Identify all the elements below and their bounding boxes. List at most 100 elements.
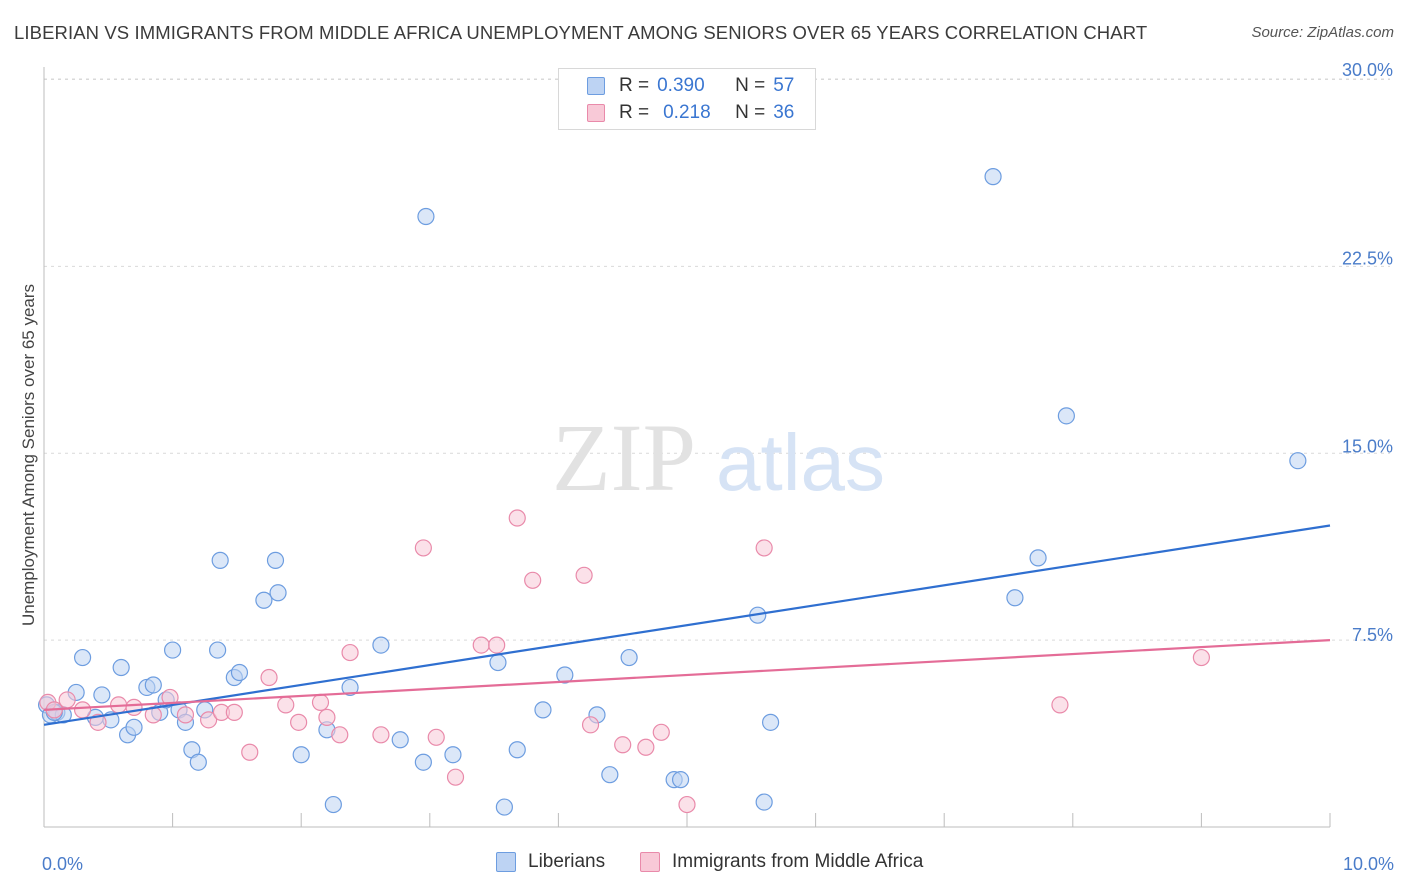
immigrants-point <box>472 636 490 654</box>
immigrants-point <box>176 706 195 724</box>
immigrants-point <box>524 571 542 589</box>
liberians-n-value: 57 <box>773 75 795 96</box>
source-label: Source: ZipAtlas.com <box>1251 24 1394 41</box>
immigrants-point <box>260 668 278 687</box>
liberians-point <box>755 793 773 811</box>
y-axis-label: Unemployment Among Seniors over 65 years <box>19 284 38 626</box>
immigrants-point <box>446 768 465 786</box>
legend-row-liberians: R = 0.390 N = 57 <box>587 74 794 98</box>
immigrants-point <box>372 726 390 744</box>
immigrants-point <box>341 643 359 662</box>
x-tick-label: 10.0% <box>1343 854 1394 874</box>
immigrants-point <box>318 708 336 726</box>
immigrants-r-value: 0.218 <box>663 102 711 123</box>
immigrants-point <box>277 696 295 714</box>
immigrants-legend-label: Immigrants from Middle Africa <box>672 851 924 872</box>
liberians-point <box>391 731 409 749</box>
immigrants-point <box>652 723 670 741</box>
liberians-point <box>144 676 162 694</box>
liberians-point <box>1289 452 1307 470</box>
immigrants-point <box>678 795 696 814</box>
immigrants-point <box>508 509 526 527</box>
legend-item-liberians[interactable]: Liberians <box>496 851 605 873</box>
liberians-point <box>209 641 227 659</box>
tick-labels: 7.5% 15.0% 22.5% 30.0% 0.0% 10.0% <box>42 60 1394 874</box>
immigrants-point <box>1051 696 1069 714</box>
watermark: ZIP atlas <box>552 404 885 511</box>
y-tick-label: 7.5% <box>1352 625 1393 645</box>
liberians-point <box>620 648 638 667</box>
liberians-point <box>1057 407 1075 425</box>
immigrants-point <box>58 691 76 709</box>
immigrants-trend-line <box>43 639 1331 711</box>
immigrants-point <box>614 736 632 754</box>
liberians-point <box>269 584 287 602</box>
liberians-point <box>230 663 249 682</box>
liberians-trend-line <box>43 524 1331 726</box>
liberians-point <box>1029 549 1047 567</box>
liberians-point <box>495 798 513 816</box>
r-label: R = <box>619 75 650 96</box>
immigrants-swatch <box>587 104 605 122</box>
liberians-legend-swatch <box>496 852 516 872</box>
liberians-point <box>73 648 92 667</box>
immigrants-point <box>1192 648 1211 667</box>
liberians-point <box>984 168 1002 186</box>
liberians-point <box>164 641 182 659</box>
liberians-point <box>255 591 273 609</box>
liberians-point <box>93 686 111 704</box>
y-tick-label: 30.0% <box>1342 60 1393 80</box>
liberians-r-value: 0.390 <box>657 75 705 96</box>
n-label: N = <box>735 75 766 96</box>
watermark-zip: ZIP <box>552 404 696 511</box>
liberians-point <box>761 713 780 731</box>
liberians-point <box>211 551 229 569</box>
trend-lines <box>43 524 1331 726</box>
immigrants-point <box>755 539 773 557</box>
immigrants-point <box>637 738 655 756</box>
liberians-point <box>534 701 552 719</box>
liberians-point <box>189 753 207 771</box>
series-legend: Liberians Immigrants from Middle Africa <box>0 851 1406 877</box>
immigrants-point <box>73 701 92 719</box>
n-label: N = <box>735 102 766 123</box>
correlation-legend: R = 0.390 N = 57 R = 0.218 N = 36 <box>558 68 816 130</box>
liberians-point <box>556 666 574 684</box>
x-tick-label: 0.0% <box>42 854 83 874</box>
liberians-point <box>372 636 390 654</box>
gridlines <box>44 78 1390 641</box>
liberians-point <box>266 551 285 569</box>
liberians-point <box>508 741 526 759</box>
immigrants-point <box>200 711 218 729</box>
liberians-point <box>444 746 462 764</box>
immigrants-point <box>290 713 308 731</box>
legend-row-immigrants: R = 0.218 N = 36 <box>587 101 794 125</box>
immigrants-point <box>225 703 243 721</box>
liberians-point <box>292 746 310 764</box>
immigrants-point <box>414 539 432 557</box>
immigrants-point <box>125 698 143 716</box>
immigrants-point <box>575 566 593 584</box>
immigrants-point <box>241 743 259 761</box>
r-label: R = <box>619 102 650 123</box>
immigrants-legend-swatch <box>640 852 660 872</box>
liberians-point <box>489 653 507 672</box>
y-tick-label: 15.0% <box>1342 437 1393 457</box>
immigrants-point <box>311 693 330 712</box>
liberians-point <box>112 658 130 677</box>
liberians-point <box>341 678 359 697</box>
immigrants-point <box>331 726 349 744</box>
immigrants-point <box>89 713 107 731</box>
liberians-point <box>414 753 432 771</box>
liberians-point <box>601 766 619 784</box>
chart-title: LIBERIAN VS IMMIGRANTS FROM MIDDLE AFRIC… <box>14 22 1148 43</box>
liberians-point <box>125 718 143 736</box>
immigrants-point <box>488 636 506 654</box>
liberians-point <box>671 771 690 789</box>
liberians-point <box>417 207 435 226</box>
legend-item-immigrants[interactable]: Immigrants from Middle Africa <box>640 851 923 873</box>
y-tick-label: 22.5% <box>1342 248 1393 268</box>
liberians-point <box>324 795 342 814</box>
liberians-swatch <box>587 77 605 95</box>
